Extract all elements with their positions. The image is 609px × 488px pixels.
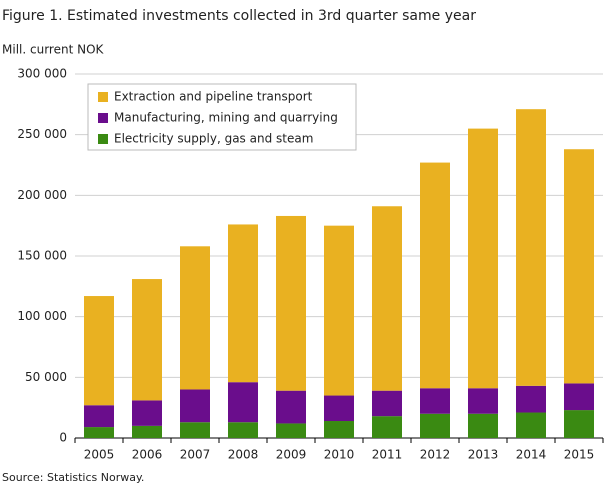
legend-box [87, 83, 357, 151]
bar-segment [564, 383, 594, 411]
x-tick-label: 2005 [84, 448, 115, 462]
bar-segment [228, 422, 258, 438]
legend-swatch [98, 134, 108, 144]
bar-segment [180, 246, 210, 390]
chart-title: Figure 1. Estimated investments collecte… [2, 8, 476, 24]
bar-segment [564, 149, 594, 384]
bar-segment [132, 425, 162, 438]
x-tick-label: 2006 [132, 448, 163, 462]
bar-segment [516, 109, 546, 386]
legend-swatch [98, 113, 108, 123]
bar-segment [180, 389, 210, 423]
x-tick-label: 2011 [372, 448, 403, 462]
bar-segment [228, 224, 258, 383]
y-tick-label: 250 000 [17, 127, 67, 141]
bar-segment [420, 162, 450, 389]
x-tick-label: 2007 [180, 448, 211, 462]
bar-segment [468, 128, 498, 389]
bar-segment [84, 427, 114, 438]
bar-segment [324, 395, 354, 422]
bar-segment [180, 422, 210, 438]
bar-segment [84, 405, 114, 428]
source: Source: Statistics Norway. [2, 471, 144, 484]
legend-label: Manufacturing, mining and quarrying [114, 111, 338, 125]
y-tick-label: 150 000 [17, 249, 67, 263]
bar-segment [84, 296, 114, 406]
bar-segment [564, 410, 594, 438]
bar-segment [324, 225, 354, 396]
bar-segment [372, 390, 402, 417]
legend-label: Electricity supply, gas and steam [114, 132, 313, 146]
y-tick-label: 50 000 [25, 370, 67, 384]
bar-segment [420, 388, 450, 414]
bar-segment [420, 413, 450, 438]
bar-segment [516, 385, 546, 413]
bar-segment [516, 412, 546, 438]
x-tick-label: 2013 [468, 448, 499, 462]
y-tick-label: 0 [59, 431, 67, 445]
x-tick-label: 2010 [324, 448, 355, 462]
bar-segment [276, 215, 306, 391]
bar-segment [468, 413, 498, 438]
legend-swatch [98, 92, 108, 102]
x-tick-label: 2015 [564, 448, 595, 462]
bar-segment [276, 390, 306, 424]
bar-segment [228, 382, 258, 423]
x-tick-label: 2012 [420, 448, 451, 462]
bar-segment [372, 206, 402, 391]
x-tick-label: 2014 [516, 448, 547, 462]
bar-segment [132, 400, 162, 426]
bar-segment [276, 423, 306, 438]
y-tick-label: 100 000 [17, 309, 67, 323]
x-tick-label: 2008 [228, 448, 259, 462]
legend-label: Extraction and pipeline transport [114, 90, 313, 104]
y-axis-label: Mill. current NOK [2, 43, 105, 57]
bar-segment [372, 416, 402, 438]
bar-segment [324, 421, 354, 438]
bar-segment [468, 388, 498, 414]
bar-segment [132, 279, 162, 401]
y-tick-label: 200 000 [17, 188, 67, 202]
y-tick-label: 300 000 [17, 67, 67, 81]
x-tick-label: 2009 [276, 448, 307, 462]
